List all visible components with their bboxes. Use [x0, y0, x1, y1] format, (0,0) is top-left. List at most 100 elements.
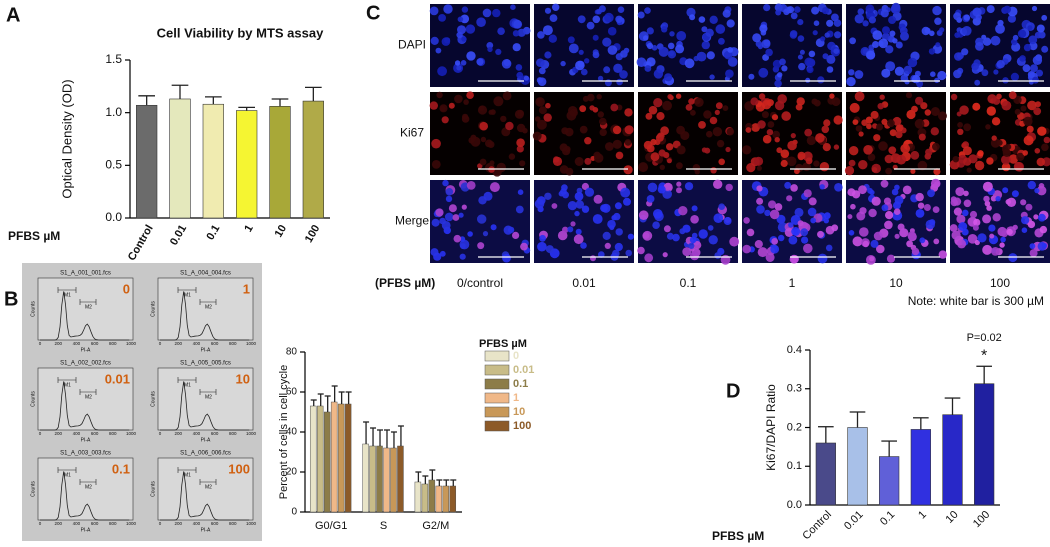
cell — [690, 215, 699, 224]
cell — [1043, 136, 1050, 144]
x-tick-label: 800 — [229, 431, 237, 436]
cell — [1041, 243, 1047, 249]
x-tick-label: 600 — [211, 341, 219, 346]
cell — [1014, 108, 1021, 115]
gate-m2 — [79, 479, 97, 485]
column-label: 0/control — [457, 276, 503, 290]
cell — [754, 240, 763, 249]
histogram-frame — [37, 367, 134, 431]
cell — [776, 147, 783, 154]
cell — [742, 145, 752, 155]
cell — [921, 26, 930, 36]
x-tick-label: 400 — [73, 521, 81, 526]
cell — [613, 63, 623, 73]
cell — [718, 37, 725, 45]
gate-m2 — [79, 299, 97, 305]
bar — [316, 405, 324, 513]
cell — [1033, 214, 1039, 220]
cell — [667, 50, 677, 59]
cell — [891, 188, 899, 196]
error-bar — [436, 479, 443, 486]
cell — [932, 206, 940, 214]
cell — [876, 123, 883, 131]
cell — [519, 160, 526, 167]
gate-m1 — [57, 467, 77, 473]
cell — [763, 4, 771, 12]
cell — [710, 167, 717, 174]
bar — [942, 414, 963, 506]
bar — [169, 98, 191, 219]
cell — [771, 238, 779, 245]
cell — [849, 37, 856, 45]
cell — [765, 48, 773, 57]
cell — [1013, 161, 1024, 172]
cell — [967, 234, 978, 244]
cell — [1022, 150, 1028, 156]
x-tick-label: 0.01 — [842, 509, 866, 533]
x-tick-label: 0.1 — [204, 223, 222, 242]
cell — [975, 14, 982, 21]
cell — [643, 140, 653, 150]
cell — [854, 91, 865, 102]
cell — [456, 65, 462, 71]
cell — [516, 145, 524, 153]
cell — [549, 14, 558, 22]
cell — [477, 105, 488, 115]
cell — [1036, 24, 1045, 33]
cell — [938, 111, 947, 121]
cell — [487, 46, 493, 53]
error-bar — [944, 397, 961, 415]
cell — [659, 164, 665, 170]
cell — [822, 143, 831, 152]
cell — [647, 182, 658, 193]
cell — [911, 247, 920, 256]
cell — [892, 116, 902, 126]
cell — [774, 203, 783, 211]
cell — [515, 64, 523, 71]
cell — [752, 33, 762, 43]
x-axis-label: PFBS µM — [8, 229, 60, 243]
cell — [437, 66, 447, 77]
cell — [551, 203, 558, 209]
micrograph — [429, 91, 530, 177]
cell — [592, 15, 601, 24]
gate-m1 — [57, 377, 77, 383]
cell — [616, 104, 623, 111]
cell — [957, 239, 967, 249]
cell — [935, 42, 941, 48]
cell — [889, 30, 896, 37]
panel-label: D — [726, 380, 740, 402]
cell — [615, 228, 623, 236]
cell — [644, 65, 652, 72]
y-axis-label: Percent of cells in cell cycle — [278, 365, 290, 500]
x-tick-label: 1000 — [246, 341, 257, 346]
cell — [1023, 116, 1033, 127]
cell — [461, 6, 469, 13]
y-axis-label: Counts — [30, 301, 36, 317]
cell — [883, 197, 892, 205]
cell — [476, 58, 484, 66]
x-tick-label: 10 — [273, 223, 290, 240]
gate-label: M1 — [184, 382, 191, 388]
cell — [863, 145, 873, 155]
error-bar — [390, 431, 397, 448]
cell — [505, 121, 514, 131]
cell — [574, 157, 584, 166]
cell — [915, 96, 924, 105]
cell — [1038, 183, 1045, 189]
cell — [672, 233, 680, 242]
cell — [806, 66, 814, 74]
cell — [1041, 14, 1048, 21]
cell — [930, 71, 936, 77]
cell — [798, 62, 806, 71]
cell — [718, 158, 725, 166]
cell — [961, 48, 969, 56]
cell — [1017, 29, 1027, 38]
cell — [689, 14, 696, 21]
cell — [573, 234, 584, 245]
cell — [479, 158, 487, 166]
cell — [466, 181, 476, 190]
cell — [535, 97, 545, 107]
gate-m2 — [199, 479, 217, 485]
cell — [878, 141, 888, 151]
